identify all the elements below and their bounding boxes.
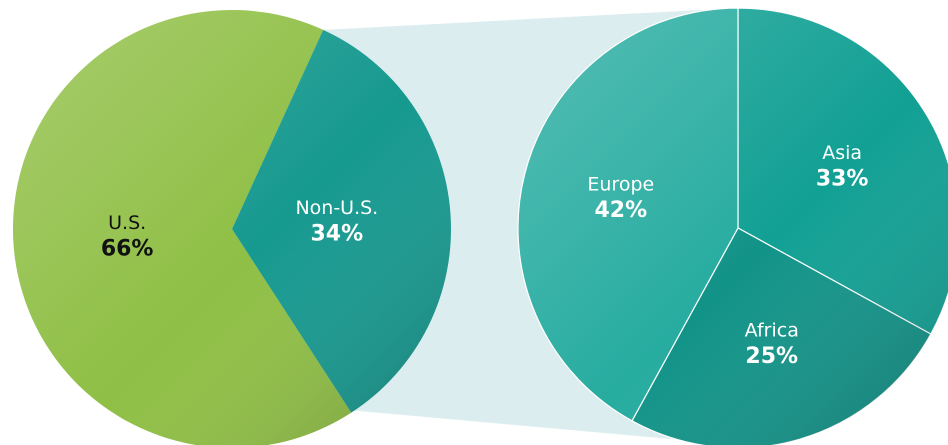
slice-value-label: 42% [594,198,647,223]
slice-label: U.S. [108,212,146,234]
slice-value-label: 25% [745,344,798,369]
slice-label: Asia [822,142,862,164]
slice-value-label: 33% [816,166,869,191]
slice-label: Non-U.S. [295,197,378,219]
slice-value-label: 66% [101,237,154,262]
slice-label: Africa [745,320,799,342]
slice-value-label: 34% [311,221,364,246]
slice-label: Europe [587,173,654,195]
